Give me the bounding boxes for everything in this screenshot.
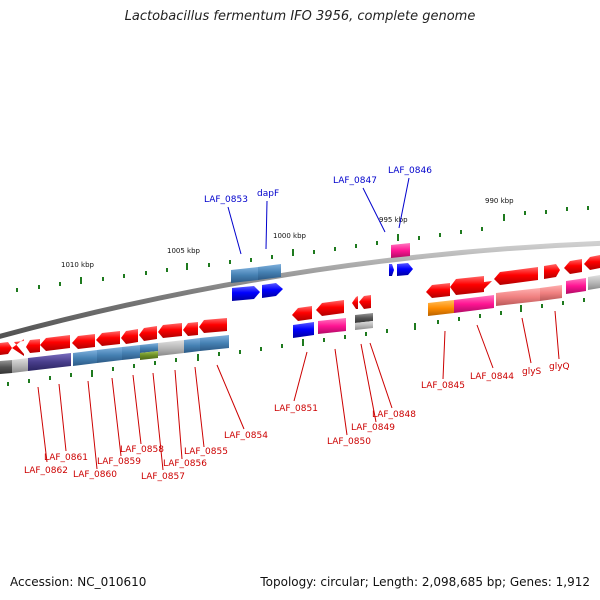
gene-label-LAF_0844: LAF_0844: [470, 372, 514, 382]
gene-label-LAF_0849: LAF_0849: [351, 423, 395, 433]
gene-arrow: [12, 339, 24, 356]
forward-genes: [0, 255, 600, 356]
gene-arrow: [158, 323, 182, 338]
scale-ticks: [16, 206, 589, 292]
gene-label-LAF_0848: LAF_0848: [372, 410, 416, 420]
gene-arrow: [199, 318, 227, 333]
gene-arrow: [96, 331, 120, 346]
gene-label-LAF_0862: LAF_0862: [24, 466, 68, 476]
gene-label-LAF_0860: LAF_0860: [73, 470, 117, 480]
accession-text: Accession: NC_010610: [10, 575, 147, 589]
gene-label-LAF_0847: LAF_0847: [333, 176, 377, 186]
gene-arrow: [26, 339, 40, 353]
gene-arrow: [584, 255, 600, 270]
red-leaders: [37, 310, 560, 471]
gene-label-LAF_0845: LAF_0845: [421, 381, 465, 391]
gene-arrow: [426, 283, 450, 298]
gene-arrow: [359, 295, 371, 309]
gene-arrow: [352, 296, 358, 309]
scale-label: 1010 kbp: [61, 261, 95, 269]
gene-label-dapF: dapF: [257, 189, 279, 199]
scale-label: 990 kbp: [485, 197, 514, 205]
gene-label-glyQ: glyQ: [549, 362, 570, 372]
reverse-genes: [231, 243, 413, 301]
gene-label-LAF_0856: LAF_0856: [163, 459, 207, 469]
cog-bar: [258, 264, 281, 280]
gene-arrow: [72, 334, 95, 349]
scale-label: 995 kbp: [379, 216, 408, 224]
cog-bar: [231, 267, 258, 283]
gene-arrow: [494, 267, 538, 285]
gene-arrow: [232, 286, 260, 301]
gene-arrow: [292, 306, 312, 321]
gene-arrow: [450, 276, 492, 295]
gene-label-LAF_0854: LAF_0854: [224, 431, 268, 441]
genome-summary-text: Topology: circular; Length: 2,098,685 bp…: [260, 575, 590, 589]
gene-label-LAF_0846: LAF_0846: [388, 166, 432, 176]
blue-leaders: [227, 177, 410, 255]
scale-label: 1000 kbp: [273, 232, 307, 240]
gene-arrow: [121, 329, 138, 344]
scale-label: 1005 kbp: [167, 247, 201, 255]
gene-label-LAF_0858: LAF_0858: [120, 445, 164, 455]
gene-label-LAF_0857: LAF_0857: [141, 472, 185, 482]
gene-arrow: [389, 264, 394, 276]
gene-label-glyS: glyS: [522, 367, 542, 377]
genome-backbone: [0, 240, 600, 339]
gene-label-LAF_0850: LAF_0850: [327, 437, 371, 447]
gene-arrow: [139, 326, 157, 341]
cog-bar: [391, 243, 410, 258]
gene-arrow: [183, 322, 198, 336]
gene-label-LAF_0861: LAF_0861: [44, 453, 88, 463]
gene-arrow: [544, 264, 560, 279]
gene-label-LAF_0855: LAF_0855: [184, 447, 228, 457]
gene-arrow: [316, 300, 344, 316]
cog-bars-forward: [0, 275, 600, 374]
page-title: Lactobacillus fermentum IFO 3956, comple…: [124, 9, 476, 24]
gene-label-LAF_0851: LAF_0851: [274, 404, 318, 414]
inner-ticks: [7, 298, 585, 386]
gene-arrow: [0, 342, 12, 355]
gene-arrow: [564, 259, 582, 274]
gene-arrow: [262, 283, 283, 298]
gene-arrow: [40, 335, 70, 351]
gene-arrow: [397, 263, 413, 276]
gene-label-LAF_0853: LAF_0853: [204, 195, 248, 205]
gene-label-LAF_0859: LAF_0859: [97, 457, 141, 467]
